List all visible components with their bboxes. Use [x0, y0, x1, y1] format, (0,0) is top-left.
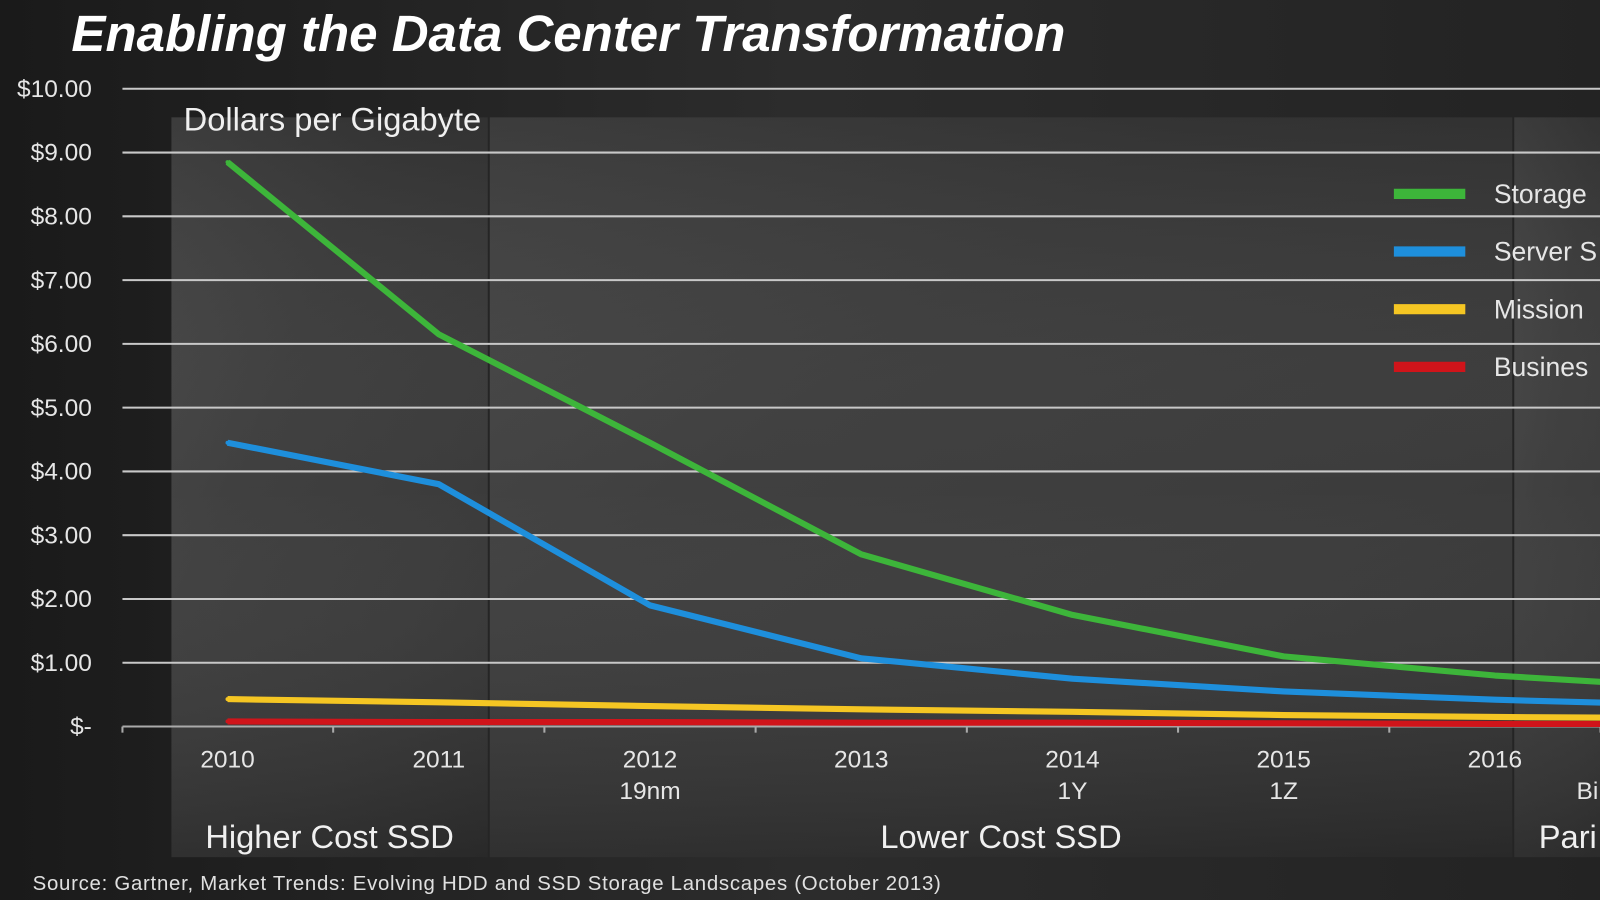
y-tick-label: $3.00 — [31, 522, 92, 549]
region-label: Higher Cost SSD — [205, 818, 454, 855]
region-panel-shade — [171, 117, 488, 858]
x-tick-label: 2010 — [200, 746, 254, 773]
region-panel-shade — [489, 117, 1513, 858]
legend-label: Busines — [1494, 352, 1588, 382]
data-point — [647, 603, 653, 608]
x-tick-sublabel: 1Y — [1057, 778, 1087, 805]
series-line — [225, 159, 1600, 685]
chart-subtitle: Dollars per Gigabyte — [184, 101, 482, 138]
data-point — [647, 704, 653, 709]
series-line — [227, 718, 1600, 728]
x-axis: 2010 2011 2012 19nm 2013 2014 1Y 2015 1Z 2016 Bi — [121, 726, 1600, 805]
region-panels: Higher Cost SSD Lower Cost SSD Pari — [171, 117, 1600, 858]
legend: Storage Server S Mission Busines — [1393, 179, 1597, 382]
chart-title: Enabling the Data Center Transformation — [71, 5, 1065, 62]
gridlines — [122, 87, 1600, 728]
region-panel-shade — [1514, 117, 1600, 858]
data-point — [1281, 689, 1286, 694]
data-point — [859, 656, 864, 661]
data-point — [436, 332, 441, 337]
data-point — [1492, 697, 1497, 702]
y-axis: $- $1.00 $2.00 $3.00 $4.00 $5.00 $6.00 $7.00 $8.… — [17, 76, 92, 741]
x-tick-label: 2016 — [1468, 746, 1522, 773]
data-point — [859, 552, 864, 557]
y-tick-label: $1.00 — [31, 650, 92, 677]
data-point — [436, 720, 441, 725]
y-tick-label: $- — [70, 714, 92, 741]
legend-label: Mission — [1494, 294, 1584, 324]
x-tick-label: 2013 — [834, 746, 888, 773]
region-label: Pari — [1539, 818, 1597, 855]
data-point — [647, 440, 653, 445]
y-tick-label: $7.00 — [31, 267, 92, 294]
data-point — [1492, 673, 1497, 678]
data-point — [1281, 721, 1286, 726]
y-tick-label: $4.00 — [31, 459, 92, 486]
y-tick-label: $10.00 — [17, 76, 92, 103]
y-tick-label: $2.00 — [31, 586, 92, 613]
legend-label: Server S — [1494, 237, 1597, 267]
data-point — [1492, 714, 1497, 720]
y-tick-label: $6.00 — [31, 331, 92, 358]
legend-label: Storage — [1494, 179, 1587, 209]
data-point — [1070, 676, 1075, 681]
x-tick-label: 2015 — [1256, 746, 1310, 773]
x-tick-label: 2011 — [412, 746, 465, 773]
region-label: Lower Cost SSD — [880, 818, 1121, 855]
data-point — [1281, 654, 1286, 659]
data-point — [225, 719, 230, 724]
y-tick-label: $5.00 — [31, 395, 92, 422]
y-tick-label: $8.00 — [31, 203, 92, 230]
x-tick-sublabel: 1Z — [1269, 778, 1298, 805]
x-tick-sublabel: 19nm — [619, 778, 680, 805]
data-point — [859, 707, 864, 712]
data-point — [225, 160, 230, 165]
series-line — [227, 696, 1600, 721]
data-point — [225, 697, 230, 702]
series-lines — [225, 159, 1600, 728]
data-point — [1492, 721, 1497, 727]
data-point — [647, 720, 653, 725]
data-point — [436, 700, 441, 705]
data-point — [1070, 612, 1075, 617]
x-tick-label: 2014 — [1045, 746, 1099, 773]
data-point — [436, 482, 441, 487]
data-point — [1070, 709, 1075, 714]
data-point — [1281, 713, 1286, 718]
data-point — [859, 720, 864, 725]
x-tick-label: 2012 — [623, 746, 677, 773]
x-tick-sublabel: Bi — [1577, 778, 1599, 805]
source-note: Source: Gartner, Market Trends: Evolving… — [33, 873, 941, 895]
y-tick-label: $9.00 — [31, 140, 92, 167]
data-point — [1070, 720, 1075, 725]
data-point — [225, 440, 230, 445]
series-line — [226, 439, 1600, 706]
